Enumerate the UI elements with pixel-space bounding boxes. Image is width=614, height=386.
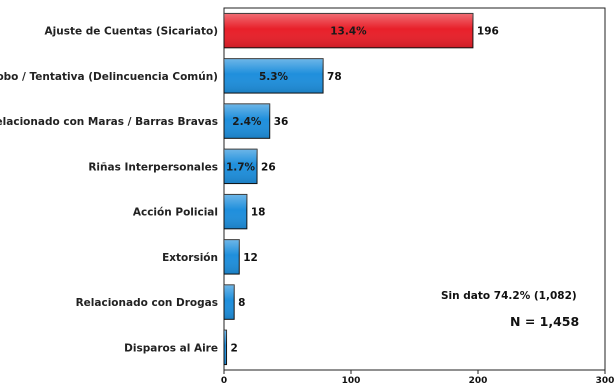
- bar-shine: [224, 284, 235, 320]
- bar-shine: [224, 13, 473, 48]
- category-label: Relacionado con Maras / Barras Bravas: [0, 116, 218, 128]
- labels-layer: Ajuste de Cuentas (Sicariato) 196 13.4% Rob…: [0, 26, 499, 355]
- value-label: 12: [243, 252, 258, 264]
- bar-shine: [224, 239, 240, 275]
- category-label: Relacionado con Drogas: [76, 297, 218, 309]
- x-axis: 0 100 200 300: [221, 370, 614, 386]
- x-tick-label: 0: [221, 376, 227, 386]
- missing-data-note: Sin dato 74.2% (1,082): [441, 290, 577, 302]
- bar-shine: [224, 58, 324, 94]
- bar-shine: [224, 330, 227, 365]
- value-label: 36: [274, 116, 289, 128]
- value-label: 26: [261, 161, 276, 173]
- percent-label: 13.4%: [330, 26, 367, 38]
- value-label: 78: [327, 71, 342, 83]
- percent-label: 2.4%: [232, 116, 262, 128]
- value-label: 18: [251, 207, 266, 219]
- percent-label: 1.7%: [226, 161, 256, 173]
- category-label: Robo / Tentativa (Delincuencia Común): [0, 71, 218, 83]
- value-label: 8: [238, 297, 245, 309]
- bar-shine: [224, 149, 258, 184]
- category-label: Extorsión: [162, 252, 218, 264]
- category-label: Disparos al Aire: [124, 342, 218, 354]
- x-tick-label: 200: [469, 376, 488, 386]
- value-label: 2: [231, 342, 238, 354]
- bar-shine: [224, 194, 247, 229]
- bar-shine: [224, 103, 270, 139]
- value-label: 196: [477, 26, 499, 38]
- percent-label: 5.3%: [259, 71, 289, 83]
- category-label: Ajuste de Cuentas (Sicariato): [45, 26, 219, 38]
- bars-layer: [223, 12, 474, 366]
- total-count-note: N = 1,458: [510, 314, 579, 329]
- x-tick-label: 300: [596, 376, 614, 386]
- category-label: Riñas Interpersonales: [88, 161, 218, 173]
- x-tick-label: 100: [342, 376, 361, 386]
- category-label: Acción Policial: [133, 207, 218, 219]
